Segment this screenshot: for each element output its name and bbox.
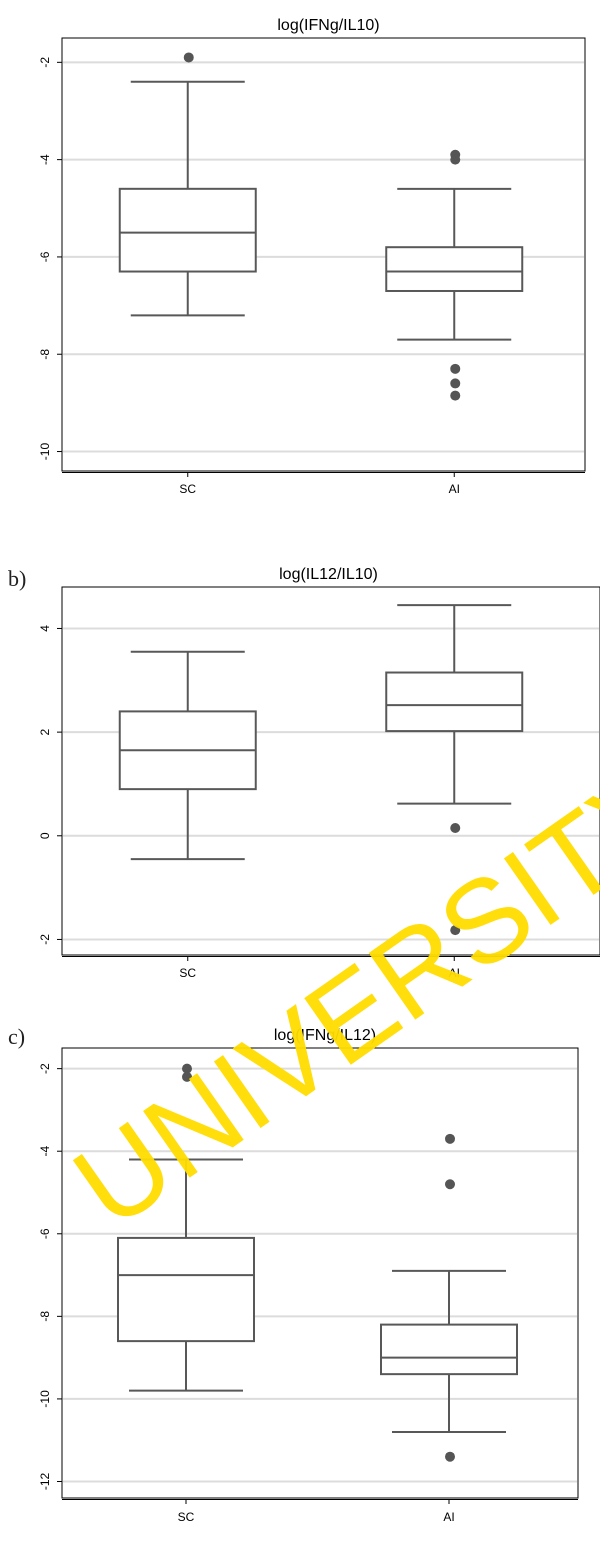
y-tick-label: -2: [38, 1063, 52, 1074]
iqr-box: [380, 1323, 518, 1376]
panel-label-c: c): [8, 1024, 25, 1049]
outlier-point: [445, 1179, 455, 1190]
outlier-point: [183, 52, 194, 63]
panel-label-b: b): [8, 566, 26, 591]
box-plot-1: -2 -4 -6 -8 -10 log(IFNg/IL10) SC AI: [38, 17, 586, 496]
box-sc: SC: [118, 650, 257, 980]
box-ai: AI: [380, 1133, 518, 1524]
box-ai: AI: [385, 604, 524, 980]
category-label-ai: AI: [449, 966, 460, 980]
category-label-sc: SC: [178, 1510, 195, 1524]
y-tick-label: -2: [38, 934, 52, 945]
outlier-point: [450, 154, 461, 165]
y-tick-label: -10: [38, 443, 52, 461]
outlier-point: [182, 1071, 192, 1082]
chart-title: log(IFNg/IL10): [277, 17, 379, 34]
y-tick-label: -2: [38, 57, 52, 68]
y-tick-label: -6: [38, 1228, 52, 1239]
y-tick-label: 0: [38, 832, 52, 839]
iqr-box: [118, 187, 257, 273]
box-plot-panels: -2 -4 -6 -8 -10 log(IFNg/IL10) SC AI 4 2 0 -2 log(IL…: [38, 17, 600, 1524]
outlier-point: [445, 1451, 455, 1462]
iqr-box: [385, 671, 524, 733]
outlier-point: [445, 1133, 455, 1144]
box-sc: SC: [118, 52, 257, 496]
outlier-point: [450, 363, 461, 374]
outlier-point: [450, 390, 461, 401]
outlier-point: [450, 823, 461, 834]
plot-frame: [61, 1047, 579, 1499]
outlier-point: [182, 1063, 192, 1074]
category-label-sc: SC: [179, 966, 196, 980]
y-tick-label: -8: [38, 349, 52, 360]
category-label-ai: AI: [449, 482, 460, 496]
y-tick-label: -6: [38, 251, 52, 262]
plot-frame: [61, 586, 600, 956]
category-label-sc: SC: [179, 482, 196, 496]
category-label-ai: AI: [443, 1510, 454, 1524]
iqr-box: [385, 246, 524, 292]
box-plot-3: -2 -4 -6 -8 -10 -12 log(IFNg/IL12) SC AI: [38, 1027, 579, 1524]
plot-frame: [61, 37, 586, 472]
y-tick-label: 2: [38, 728, 52, 735]
chart-title: log(IFNg/IL12): [274, 1027, 376, 1044]
box-ai: AI: [385, 149, 524, 496]
outlier-point: [450, 925, 461, 936]
box-sc: SC: [117, 1063, 255, 1524]
y-tick-label: -12: [38, 1472, 52, 1490]
y-tick-label: -4: [38, 1146, 52, 1157]
box-plot-2: 4 2 0 -2 log(IL12/IL10) SC AI: [38, 566, 600, 980]
y-tick-label: 4: [38, 625, 52, 632]
outlier-point: [450, 378, 461, 389]
iqr-box: [117, 1236, 255, 1343]
chart-title: log(IL12/IL10): [279, 566, 378, 583]
y-tick-label: -10: [38, 1390, 52, 1408]
y-tick-label: -4: [38, 154, 52, 165]
y-tick-label: -8: [38, 1311, 52, 1322]
